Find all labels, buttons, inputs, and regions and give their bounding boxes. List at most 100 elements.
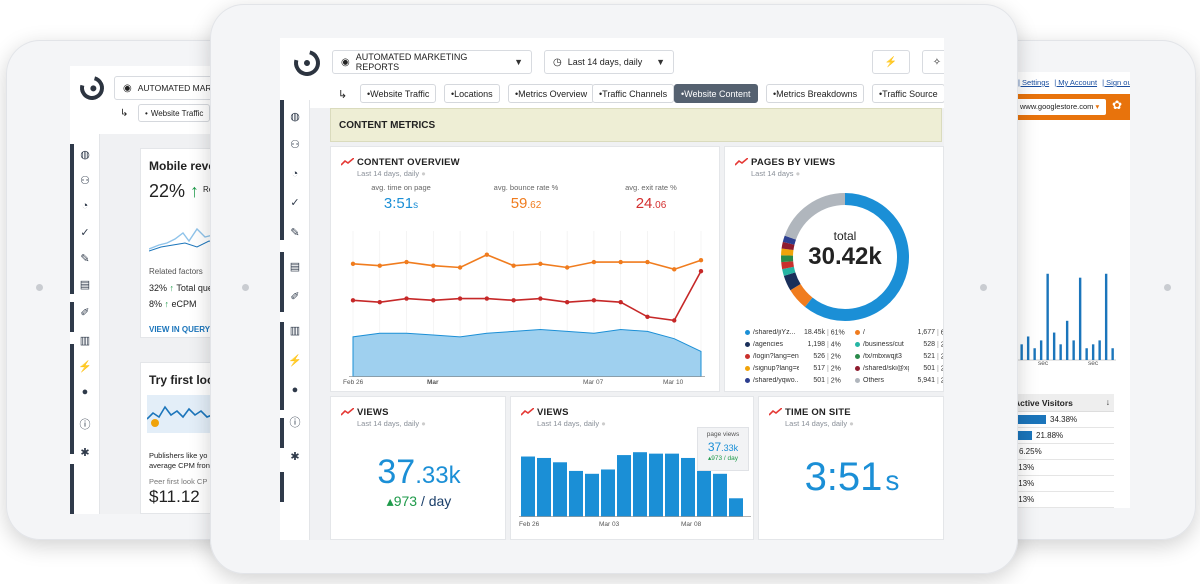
check-icon[interactable]: ✓	[80, 226, 90, 239]
table-row[interactable]: .13%	[1008, 476, 1114, 492]
gauge-icon[interactable]: ◔	[291, 168, 299, 180]
tab-metrics-overview[interactable]: • Metrics Overview	[508, 84, 595, 103]
table-row[interactable]: 34.38%	[1008, 412, 1114, 428]
data-point[interactable]	[350, 298, 356, 303]
site-select[interactable]: www.googlestore.com ▾	[1016, 99, 1106, 115]
tools-icon[interactable]: ✎	[290, 226, 300, 239]
settings-button[interactable]: ✧	[922, 50, 944, 74]
bank-icon[interactable]: ▥	[289, 324, 301, 337]
data-point[interactable]	[377, 299, 382, 305]
data-point[interactable]	[672, 318, 677, 323]
data-point[interactable]	[511, 298, 516, 303]
legend-item[interactable]: /shared/ski@xg 501 | 2	[855, 365, 943, 372]
user-icon[interactable]: ●	[291, 384, 299, 396]
data-point[interactable]	[698, 268, 704, 274]
views-bar[interactable]	[681, 457, 695, 517]
gauge-icon[interactable]: ◔	[81, 200, 89, 212]
clipboard-icon[interactable]: ▤	[289, 260, 301, 273]
plug-button[interactable]: ⚡	[872, 50, 910, 74]
bug-icon[interactable]: ✱	[80, 446, 90, 459]
bank-icon[interactable]: ▥	[79, 334, 91, 347]
data-point[interactable]	[431, 298, 436, 303]
gear-icon[interactable]: ✿	[1112, 98, 1123, 112]
data-point[interactable]	[538, 296, 543, 301]
views-bar[interactable]	[601, 469, 615, 517]
legend-item[interactable]: Others 5,941 | 20	[855, 377, 943, 384]
table-row[interactable]: 21.88%	[1008, 428, 1114, 444]
data-point[interactable]	[618, 299, 623, 305]
data-point[interactable]	[618, 259, 623, 265]
views-bar[interactable]	[713, 473, 727, 517]
views-bar[interactable]	[569, 470, 583, 517]
globe-icon[interactable]: ◍	[80, 148, 90, 161]
donut-slice[interactable]	[804, 193, 909, 321]
bug-icon[interactable]: ✱	[290, 450, 300, 463]
users-icon[interactable]: ⚇	[290, 138, 300, 151]
donut-slice[interactable]	[783, 272, 801, 291]
data-point[interactable]	[484, 296, 490, 301]
data-point[interactable]	[511, 263, 516, 268]
signout-link[interactable]: | Sign out	[1102, 78, 1130, 87]
table-row[interactable]: .13%	[1008, 460, 1114, 476]
sort-down-icon[interactable]: ↓	[1105, 397, 1110, 407]
tab-website-content[interactable]: • Website Content	[674, 84, 758, 103]
tools-icon[interactable]: ✎	[80, 252, 90, 265]
donut-slice[interactable]	[781, 241, 795, 251]
views-bar[interactable]	[633, 452, 647, 517]
tab-traffic-source[interactable]: • Traffic Source	[872, 84, 944, 103]
views-bar[interactable]	[649, 453, 663, 517]
data-point[interactable]	[645, 259, 650, 265]
legend-item[interactable]: /tx/mbxwqjt3 521 | 2	[855, 353, 943, 360]
info-icon[interactable]: ⓘ	[289, 417, 301, 429]
legend-item[interactable]: /agencies 1,198 | 4%	[745, 341, 841, 348]
views-bar[interactable]	[585, 473, 599, 517]
views-bar[interactable]	[617, 455, 631, 517]
data-point[interactable]	[538, 261, 543, 267]
report-select[interactable]: ◉ AUTOMATED MARKETING REPORTS ▼	[332, 50, 532, 74]
data-point[interactable]	[564, 299, 570, 305]
date-range-select[interactable]: ◷ Last 14 days, daily ▼	[544, 50, 674, 74]
views-bar[interactable]	[537, 457, 551, 517]
table-row[interactable]: .13%	[1008, 492, 1114, 508]
legend-item[interactable]: / 1,677 | 6	[855, 329, 943, 336]
legend-item[interactable]: /signup?lang=en 517 | 2%	[745, 365, 841, 372]
tab-locations[interactable]: • Locations	[444, 84, 500, 103]
views-bar[interactable]	[521, 456, 535, 517]
views-bar[interactable]	[729, 498, 743, 517]
account-link[interactable]: | My Account	[1054, 78, 1098, 87]
globe-icon[interactable]: ◍	[290, 110, 300, 123]
tab-website-traffic[interactable]: • Website Traffic	[360, 84, 437, 103]
data-point[interactable]	[350, 261, 356, 267]
tab-metrics-breakdowns[interactable]: • Metrics Breakdowns	[766, 84, 865, 103]
donut-slice[interactable]	[782, 266, 796, 276]
legend-item[interactable]: /business/cut 528 | 2	[855, 341, 943, 348]
brush-icon[interactable]: ✐	[80, 306, 90, 319]
legend-item[interactable]: /shared/yqwo... 501 | 2%	[745, 377, 841, 384]
views-bar[interactable]	[697, 469, 711, 517]
users-icon[interactable]: ⚇	[80, 174, 90, 187]
legend-item[interactable]: /shared/jiYz... 18.45k | 61%	[745, 329, 845, 336]
tab-traffic-channels[interactable]: • Traffic Channels	[592, 84, 675, 103]
data-point[interactable]	[431, 263, 436, 268]
data-point[interactable]	[377, 263, 382, 268]
data-point[interactable]	[457, 296, 463, 301]
data-point[interactable]	[591, 259, 597, 265]
data-point[interactable]	[698, 258, 704, 263]
data-point[interactable]	[645, 314, 650, 319]
views-bar[interactable]	[665, 453, 679, 517]
data-point[interactable]	[404, 259, 409, 265]
check-icon[interactable]: ✓	[290, 196, 300, 209]
donut-slice[interactable]	[781, 261, 794, 270]
info-icon[interactable]: ⓘ	[79, 419, 91, 431]
table-row[interactable]: 6.25%	[1008, 444, 1114, 460]
settings-link[interactable]: | Settings	[1018, 78, 1050, 87]
views-bar[interactable]	[553, 462, 567, 517]
donut-slice[interactable]	[784, 193, 846, 240]
plug-icon[interactable]: ⚡	[78, 360, 92, 373]
data-point[interactable]	[591, 298, 597, 303]
tab-website-traffic[interactable]: • Website Traffic	[138, 104, 211, 122]
donut-slice[interactable]	[782, 235, 797, 245]
data-point[interactable]	[404, 296, 409, 301]
data-point[interactable]	[484, 252, 490, 257]
plug-icon[interactable]: ⚡	[288, 354, 302, 367]
